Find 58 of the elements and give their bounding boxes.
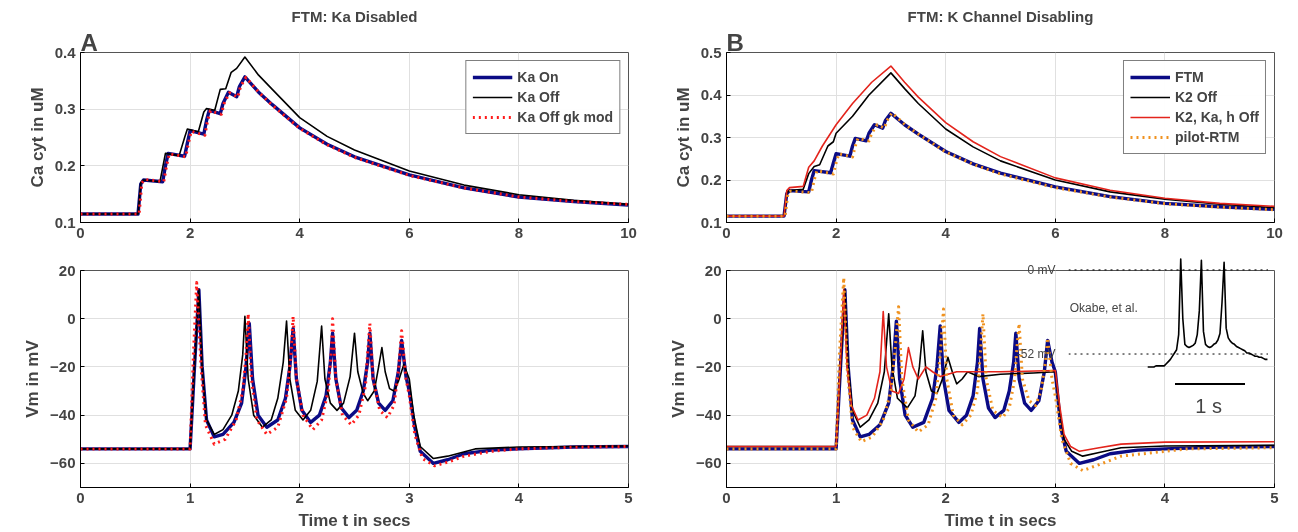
- x-tick-label: 4: [1160, 488, 1170, 506]
- y-tick-label: 20: [58, 261, 76, 279]
- x-tick-label: 6: [1051, 223, 1060, 241]
- annotation: B: [726, 28, 744, 56]
- x-tick-label: 10: [1266, 223, 1283, 241]
- y-tick-label: 0.2: [54, 156, 76, 174]
- y-axis-title: Ca cyt in uM: [27, 87, 47, 188]
- x-tick-label: 1: [831, 488, 841, 506]
- x-tick-label: 3: [1051, 488, 1060, 506]
- chart-title: FTM: Ka Disabled: [291, 7, 418, 25]
- y-tick-label: −20: [696, 357, 722, 375]
- y-tick-label: 0.3: [700, 128, 722, 146]
- y-tick-label: 0.1: [54, 213, 76, 231]
- x-axis-title: Time t in secs: [298, 510, 411, 530]
- legend-label: pilot-RTM: [1174, 129, 1240, 145]
- annotation: 1 s: [1195, 395, 1222, 418]
- x-tick-label: 5: [1270, 488, 1279, 506]
- y-tick-label: 0.4: [54, 43, 77, 61]
- x-tick-label: 4: [514, 488, 524, 506]
- y-tick-label: 0.3: [54, 100, 76, 118]
- x-tick-label: 2: [295, 488, 304, 506]
- legend-label: FTM: [1174, 69, 1204, 85]
- x-tick-label: 6: [405, 223, 414, 241]
- legend-label: Ka On: [517, 69, 559, 85]
- x-tick-label: 5: [624, 488, 633, 506]
- y-tick-label: −60: [50, 454, 76, 472]
- y-tick-label: −20: [50, 357, 76, 375]
- x-tick-label: 2: [185, 223, 195, 241]
- y-tick-label: −60: [696, 454, 722, 472]
- legend-label: K2, Ka, h Off: [1174, 109, 1259, 125]
- legend-label: Ka Off gk mod: [517, 109, 613, 125]
- y-tick-label: −40: [50, 406, 76, 424]
- x-tick-label: 2: [941, 488, 950, 506]
- x-tick-label: 8: [514, 223, 524, 241]
- annotation: Okabe, et al.: [1069, 300, 1138, 315]
- y-tick-label: 0.5: [700, 43, 722, 61]
- y-tick-label: 0: [713, 309, 722, 327]
- legend-label: K2 Off: [1174, 89, 1217, 105]
- y-tick-label: 0.4: [700, 86, 723, 103]
- y-axis-title: Vm in mV: [669, 339, 689, 418]
- y-tick-label: 0: [67, 309, 76, 327]
- y-tick-label: 0.2: [700, 171, 722, 188]
- x-tick-label: 4: [941, 223, 951, 241]
- x-tick-label: 10: [620, 223, 637, 241]
- y-axis-title: Ca cyt in uM: [673, 87, 693, 188]
- y-tick-label: 20: [704, 261, 722, 279]
- x-tick-label: 4: [295, 223, 305, 241]
- x-axis-title: Time t in secs: [944, 510, 1057, 530]
- x-tick-label: 1: [185, 488, 195, 506]
- x-tick-label: 8: [1160, 223, 1170, 241]
- x-tick-label: 2: [831, 223, 841, 241]
- x-tick-label: 3: [405, 488, 414, 506]
- chart-title: FTM: K Channel Disabling: [907, 7, 1094, 25]
- y-tick-label: −40: [696, 406, 722, 424]
- legend-label: Ka Off: [517, 89, 560, 105]
- annotation: A: [80, 28, 98, 56]
- y-axis-title: Vm in mV: [23, 339, 43, 418]
- y-tick-label: 0.1: [700, 213, 722, 231]
